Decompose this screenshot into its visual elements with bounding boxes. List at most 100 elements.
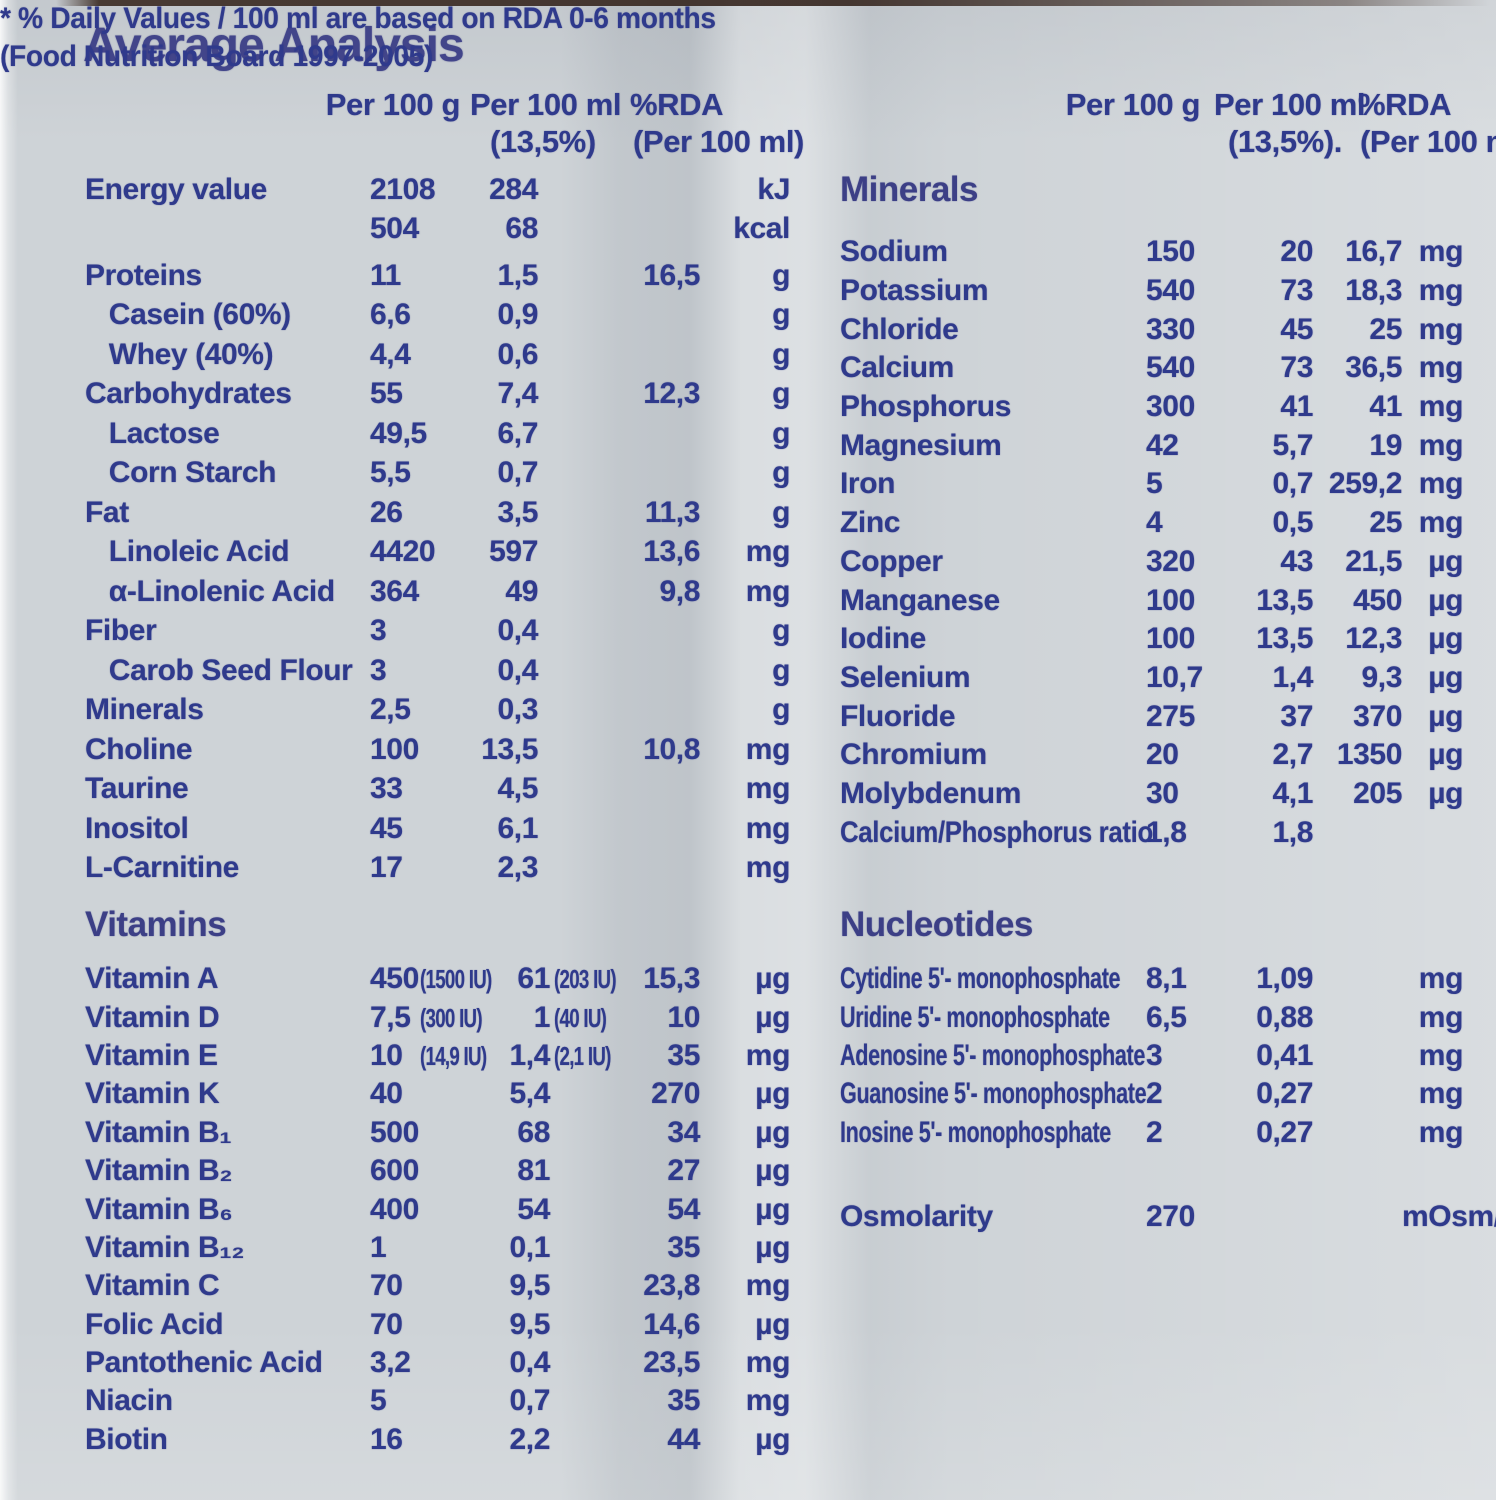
value-per-100ml: 6,1 [497, 811, 538, 845]
value-rda: 21,5 [1345, 544, 1402, 578]
value-per-100ml: 3,5 [497, 495, 538, 529]
value-per-100ml: 68 [505, 212, 538, 246]
nutrient-label: Vitamin B₆ [85, 1192, 233, 1226]
value-per-100g: 500 [370, 1115, 419, 1149]
value-unit: mg [745, 1038, 791, 1072]
footnote-line-2: (Food Nutrition Board 1997-2005) [0, 40, 433, 73]
nutrient-label: Energy value [85, 172, 267, 206]
value-per-100ml: 2,2 [509, 1422, 550, 1456]
header-rda: %RDA [1358, 87, 1452, 122]
vitamin-row: Vitamin K 40 5,4 270 µg [85, 1075, 790, 1113]
vitamins-table: Vitamin A 450 (1500 IU) 61 (203 IU) 15,3… [85, 960, 790, 1459]
value-unit: mg [1418, 467, 1464, 501]
nutrient-label: Chloride [840, 312, 959, 346]
value-rda: 19 [1369, 428, 1402, 462]
value-per-100g: 3 [370, 614, 387, 648]
nutrient-label: Iron [840, 467, 896, 501]
value-per-100g: 3 [370, 653, 387, 687]
value-unit: µg [755, 1230, 790, 1264]
page-title: Average Analysis [83, 19, 465, 72]
value-unit: mg [1418, 351, 1464, 385]
mineral-row: Phosphorus 300 41 41 mg [840, 388, 1463, 427]
footnote-line-1: * % Daily Values / 100 ml are based on R… [0, 2, 716, 35]
header-rda-sub: (Per 100 ml) [1360, 124, 1496, 159]
value-per-100g: 450 [370, 962, 419, 996]
nutrient-row: Linoleic Acid 4420 597 13,6 mg [85, 533, 791, 573]
value-per-100ml: 0,7 [509, 1384, 550, 1418]
value-per-100ml: 0,27 [1256, 1077, 1313, 1111]
value-per-100ml: 49 [505, 574, 538, 608]
rda-footnote: * % Daily Values / 100 ml are based on R… [0, 0, 716, 76]
section-heading-minerals: Minerals [840, 170, 979, 209]
value-unit: mg [1418, 428, 1464, 462]
value-per-100ml: 0,7 [497, 456, 538, 490]
value-per-100g: 540 [1146, 351, 1195, 385]
mineral-row: Selenium 10,7 1,4 9,3 µg [840, 659, 1463, 698]
value-rda: 23,8 [643, 1269, 700, 1303]
nutrient-label: Calcium/Phosphorus ratio [840, 815, 1153, 849]
value-per-100g: 11 [370, 258, 401, 292]
vitamin-row: Pantothenic Acid 3,2 0,4 23,5 mg [85, 1344, 790, 1382]
value-unit: mg [1418, 235, 1464, 269]
nutrient-label: Linoleic Acid [85, 535, 290, 569]
value-rda: 12,3 [643, 377, 700, 411]
value-per-100ml: 1,5 [497, 258, 538, 292]
value-rda: 9,8 [659, 574, 700, 608]
vitamin-row: Vitamin D 7,5 (300 IU) 1 (40 IU) 10 µg [85, 998, 790, 1036]
nutrient-label: Vitamin D [85, 1000, 220, 1034]
value-unit: kJ [757, 172, 790, 206]
value-rda: 16,5 [643, 258, 700, 292]
value-rda: 35 [667, 1230, 700, 1264]
value-unit: µg [1428, 622, 1463, 656]
value-per-100ml: 4,5 [497, 772, 538, 806]
value-unit: g [772, 693, 790, 727]
nutrient-label: Fluoride [840, 699, 956, 733]
general-analysis-table: Energy value 2108 284 kJ 504 68 kcal Pro… [85, 170, 790, 888]
value-unit: mg [745, 1384, 791, 1418]
nutrient-label: Phosphorus [840, 390, 1012, 424]
value-per-100ml: 68 [517, 1115, 550, 1149]
value-per-100g: 2 [1146, 1115, 1163, 1149]
value-unit: µg [755, 1307, 790, 1341]
nucleotide-row: Cytidine 5'- monophosphate 8,1 1,09 mg [840, 960, 1463, 998]
nutrient-label: Selenium [840, 660, 971, 694]
value-per-100g: 40 [370, 1077, 403, 1111]
value-per-100ml: 54 [517, 1192, 550, 1226]
value-unit: mg [1418, 962, 1464, 996]
mineral-row: Magnesium 42 5,7 19 mg [840, 426, 1463, 465]
nutrient-label: Vitamin B₁ [85, 1115, 232, 1149]
iu-annotation-per-100g: (14,9 IU) [420, 1040, 487, 1071]
nutrient-label: Vitamin B₂ [85, 1154, 233, 1188]
header-per-100g: Per 100 g [1065, 87, 1201, 122]
nutrient-label: Corn Starch [85, 456, 277, 490]
nutrient-label: Molybdenum [840, 776, 1021, 810]
nutrient-label: Carob Seed Flour [85, 653, 353, 687]
nutrient-label: Magnesium [840, 428, 1002, 462]
value-per-100g: 2,5 [370, 693, 411, 727]
value-per-100g: 270 [1146, 1200, 1195, 1234]
value-unit: g [772, 298, 790, 332]
nutrient-label: Inositol [85, 811, 189, 845]
value-per-100ml: 0,5 [1272, 506, 1313, 540]
nutrient-label: Chromium [840, 738, 987, 772]
value-unit: g [772, 495, 790, 529]
nutrient-row: α-Linolenic Acid 364 49 9,8 mg [85, 572, 791, 612]
value-per-100g: 16 [370, 1422, 403, 1456]
value-rda: 14,6 [643, 1307, 700, 1341]
value-unit: µg [1428, 544, 1463, 578]
nutrient-label: Proteins [85, 258, 202, 292]
nutrient-label: Vitamin K [85, 1077, 220, 1111]
nutrient-label: Niacin [85, 1384, 173, 1418]
value-per-100g: 400 [370, 1192, 419, 1226]
value-rda: 54 [667, 1192, 700, 1226]
value-per-100ml: 9,5 [509, 1307, 550, 1341]
nutrient-row: Choline 100 13,5 10,8 mg [85, 730, 790, 770]
value-rda: 205 [1353, 776, 1402, 810]
nutrient-row: 504 68 kcal [85, 210, 790, 250]
value-per-100g: 30 [1146, 776, 1179, 810]
value-per-100ml: 61 [517, 962, 550, 996]
nutrient-row: Energy value 2108 284 kJ [85, 170, 790, 210]
iu-annotation-per-100g: (300 IU) [420, 1002, 483, 1033]
value-per-100ml: 20 [1280, 235, 1313, 269]
value-per-100ml: 41 [1280, 390, 1313, 424]
